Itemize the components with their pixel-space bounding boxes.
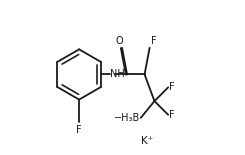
Text: F: F: [151, 36, 157, 46]
Text: F: F: [169, 82, 174, 92]
Text: NH: NH: [110, 69, 125, 80]
Text: −H₃B: −H₃B: [114, 113, 140, 123]
Text: O: O: [115, 36, 123, 46]
Text: F: F: [169, 110, 174, 120]
Text: K⁺: K⁺: [141, 136, 153, 146]
Text: F: F: [76, 125, 82, 135]
